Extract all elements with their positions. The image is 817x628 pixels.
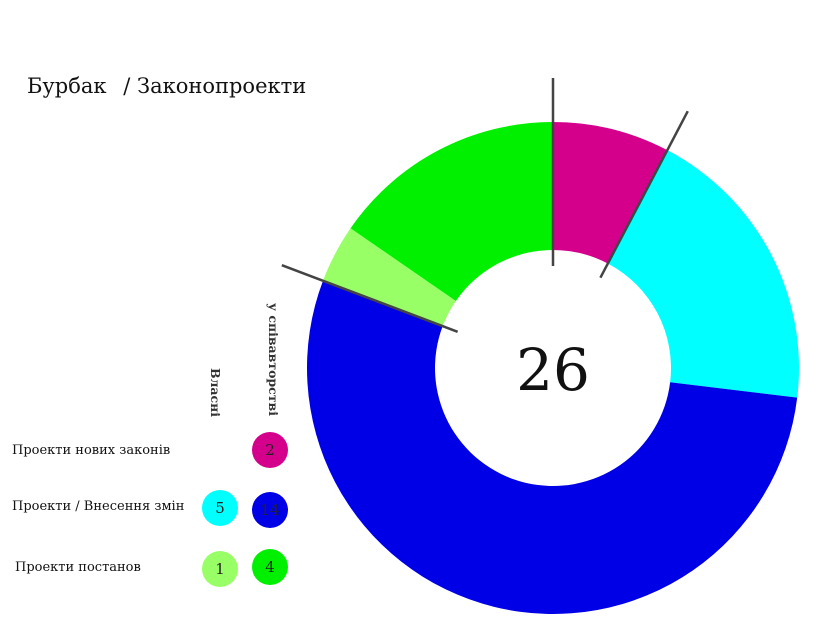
badge-new-laws-coauthored: 2 — [252, 432, 288, 468]
donut-slice — [306, 280, 798, 615]
donut-slice — [607, 150, 799, 398]
row-label-new-laws: Проекти нових законів — [12, 443, 171, 458]
column-label-coauthored: у співавторстві — [266, 303, 281, 416]
title-main: Бурбак — [27, 74, 107, 98]
column-label-own: Власні — [208, 368, 223, 417]
donut-slice — [553, 122, 668, 264]
group-divider-line — [281, 263, 459, 333]
badge-resolutions-coauthored: 4 — [252, 549, 288, 585]
donut-slice — [350, 122, 553, 301]
title-sub: Законопроекти — [136, 74, 307, 98]
donut-total: 26 — [516, 336, 590, 404]
page-title: Бурбак / Законопроекти — [27, 74, 306, 98]
title-separator: / — [123, 74, 131, 98]
badge-amendments-own: 5 — [202, 490, 238, 526]
badge-resolutions-own: 1 — [202, 551, 238, 587]
row-label-amendments: Проекти / Внесення змін — [12, 499, 185, 514]
row-label-resolutions: Проекти постанов — [15, 560, 141, 575]
donut-slices — [306, 122, 799, 615]
group-divider-line — [599, 110, 689, 279]
group-dividers — [281, 78, 689, 333]
donut-slice — [322, 228, 456, 327]
badge-amendments-coauthored: 14 — [252, 492, 288, 528]
